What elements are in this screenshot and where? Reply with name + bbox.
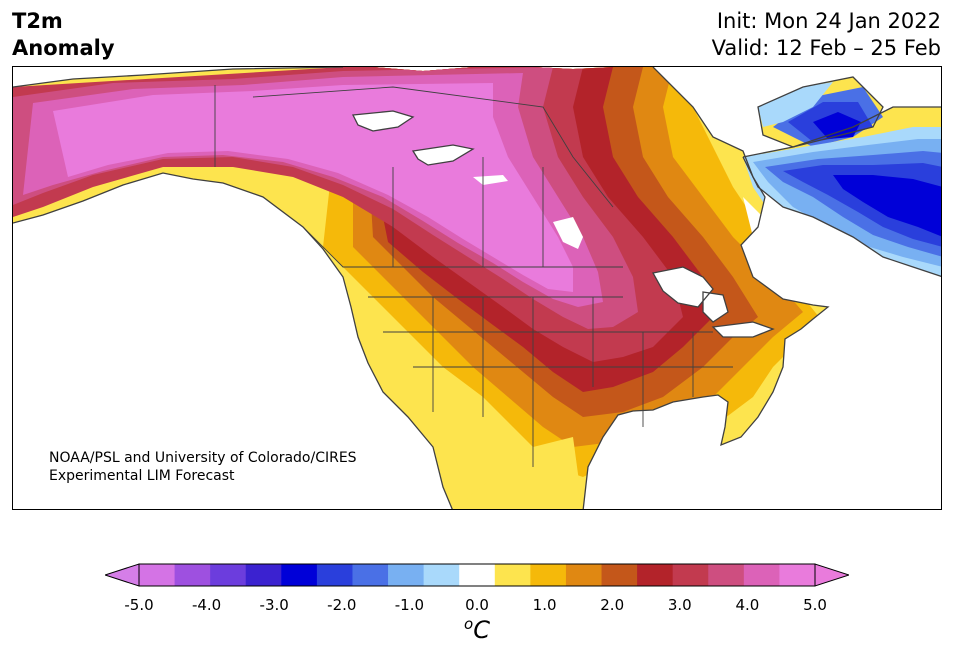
colorbar-cell [139,564,175,586]
colorbar-cell [459,564,496,586]
unit-degree: o [464,615,474,633]
colorbar-cell [388,564,425,586]
colorbar-tick-label: -2.0 [327,596,357,614]
forecast-dates: Init: Mon 24 Jan 2022 Valid: 12 Feb – 25… [712,8,941,62]
colorbar-cell [352,564,389,586]
colorbar-extend-high [814,563,849,587]
colorbar-tick-labels: -5.0 -4.0 -3.0 -2.0 -1.0 0.0 1.0 2.0 3.0 4.0 5.0 [105,596,849,616]
colorbar-cells [139,564,816,586]
colorbar-cell [565,564,602,586]
colorbar-tick-label: 0.0 [465,596,489,614]
colorbar-tick-label: 3.0 [667,596,692,614]
colorbar-cell [316,564,353,586]
valid-period: Valid: 12 Feb – 25 Feb [711,36,941,60]
colorbar-cell [743,564,780,586]
colorbar-outline [138,563,816,587]
colorbar-tick-label: -5.0 [124,596,154,614]
colorbar-cell [708,564,745,586]
colorbar-tick-label: -4.0 [191,596,222,614]
colorbar-cell [494,564,531,586]
title-field: Anomaly [12,36,115,60]
anomaly-map [12,66,942,510]
colorbar-cell [779,564,816,586]
title-variable: T2m [12,9,63,33]
data-credit: NOAA/PSL and University of Colorado/CIRE… [49,449,357,485]
colorbar [105,563,849,587]
colorbar-tick-label: 2.0 [600,596,625,614]
colorbar-cell [423,564,460,586]
credit-line-2: Experimental LIM Forecast [49,468,235,484]
map-title: T2m Anomaly [12,8,115,62]
colorbar-unit: oC [464,615,490,644]
credit-line-1: NOAA/PSL and University of Colorado/CIRE… [49,450,357,466]
colorbar-tick-label: -1.0 [394,596,425,614]
colorbar-cell [637,564,674,586]
init-date: Init: Mon 24 Jan 2022 [716,9,941,33]
colorbar-tick-label: -3.0 [259,596,289,614]
colorbar-cell [281,564,318,586]
colorbar-cell [530,564,567,586]
colorbar-cell [174,564,211,586]
colorbar-cell [210,564,247,586]
colorbar-cell [672,564,709,586]
unit-celsius: C [473,616,490,644]
colorbar-cell [601,564,638,586]
colorbar-tick-label: 5.0 [803,596,827,614]
map-svg [13,67,941,509]
colorbar-cell [245,564,282,586]
colorbar-tick-label: 4.0 [735,596,760,614]
colorbar-tick-label: 1.0 [532,596,557,614]
colorbar-extend-low [105,563,140,587]
